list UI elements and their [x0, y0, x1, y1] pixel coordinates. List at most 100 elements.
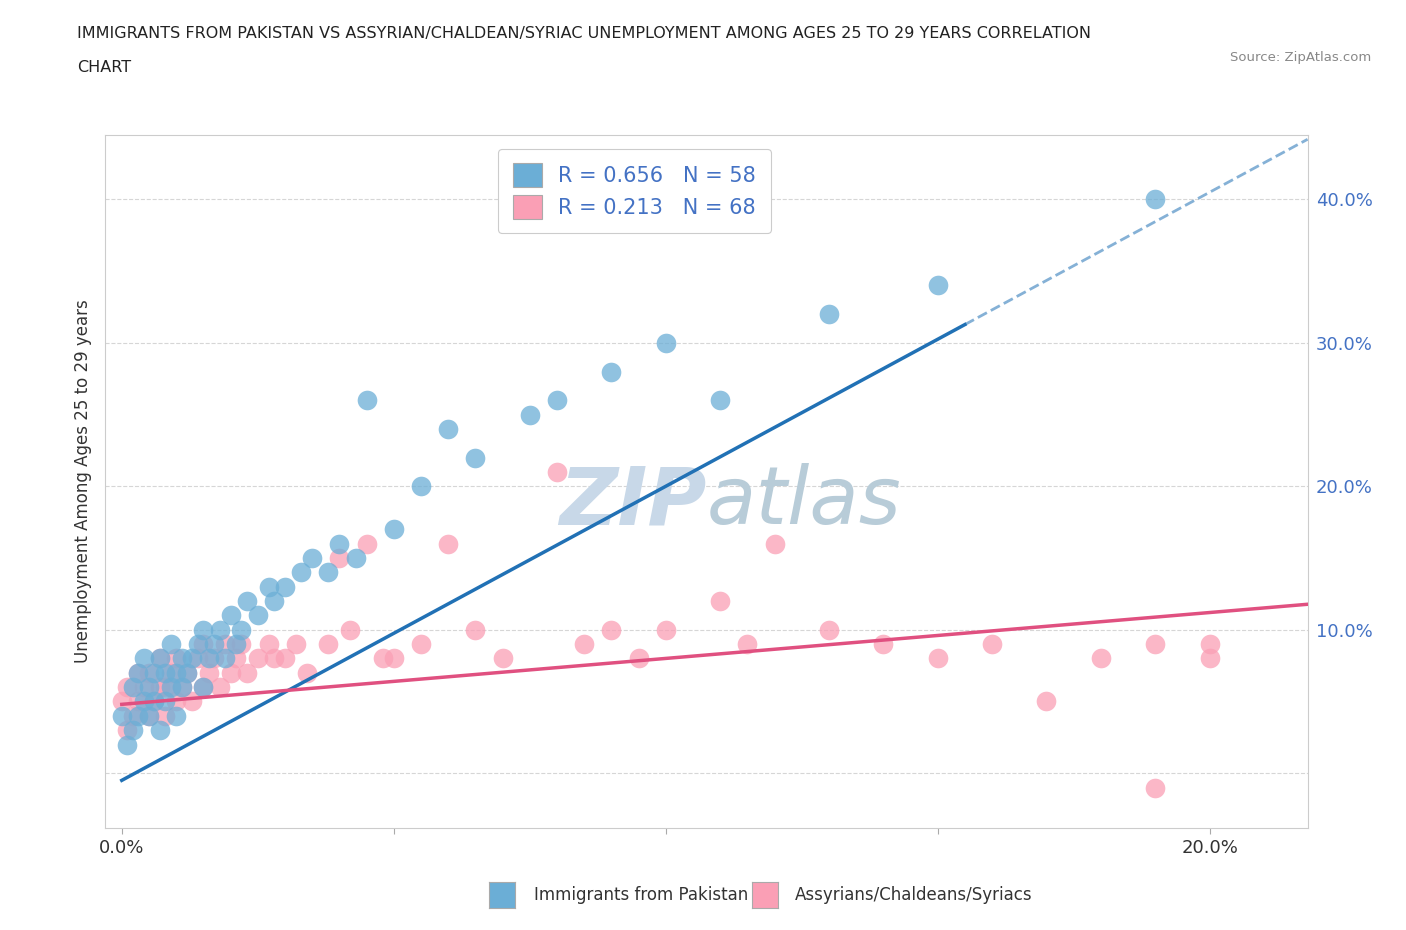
- Point: [818, 307, 841, 322]
- Point: [654, 336, 676, 351]
- Point: [193, 637, 215, 652]
- Point: [236, 665, 259, 680]
- Point: [290, 565, 312, 579]
- Point: [143, 694, 166, 709]
- Point: [318, 565, 340, 579]
- Point: [1144, 637, 1167, 652]
- Point: [149, 651, 172, 666]
- Point: [149, 680, 172, 695]
- Point: [170, 680, 193, 695]
- Point: [115, 723, 138, 737]
- Point: [176, 665, 198, 680]
- Point: [121, 723, 143, 737]
- Point: [600, 365, 623, 379]
- Point: [263, 651, 285, 666]
- Text: Source: ZipAtlas.com: Source: ZipAtlas.com: [1230, 51, 1371, 64]
- Point: [138, 709, 160, 724]
- Point: [143, 665, 166, 680]
- Point: [236, 593, 259, 608]
- Point: [263, 593, 285, 608]
- Point: [165, 709, 187, 724]
- Point: [301, 551, 323, 565]
- Point: [149, 723, 172, 737]
- Point: [737, 637, 759, 652]
- Point: [257, 579, 280, 594]
- Point: [572, 637, 595, 652]
- Point: [382, 651, 405, 666]
- Point: [165, 694, 187, 709]
- Point: [219, 608, 242, 623]
- Point: [274, 651, 297, 666]
- Point: [627, 651, 650, 666]
- Point: [318, 637, 340, 652]
- Point: [132, 694, 155, 709]
- Point: [546, 464, 568, 479]
- Point: [382, 522, 405, 537]
- Point: [1198, 651, 1220, 666]
- Point: [546, 392, 568, 407]
- Point: [818, 622, 841, 637]
- Point: [214, 651, 236, 666]
- Point: [111, 694, 134, 709]
- Point: [121, 709, 143, 724]
- Point: [165, 665, 187, 680]
- Point: [344, 551, 367, 565]
- Point: [356, 392, 378, 407]
- Point: [709, 593, 731, 608]
- Point: [143, 694, 166, 709]
- Point: [437, 421, 460, 436]
- Point: [1144, 192, 1167, 206]
- Point: [127, 709, 149, 724]
- Text: IMMIGRANTS FROM PAKISTAN VS ASSYRIAN/CHALDEAN/SYRIAC UNEMPLOYMENT AMONG AGES 25 : IMMIGRANTS FROM PAKISTAN VS ASSYRIAN/CHA…: [77, 26, 1091, 41]
- Point: [149, 651, 172, 666]
- Point: [371, 651, 394, 666]
- Point: [1035, 694, 1057, 709]
- Point: [214, 637, 236, 652]
- Point: [927, 651, 949, 666]
- Point: [464, 450, 486, 465]
- Point: [115, 737, 138, 752]
- Point: [181, 694, 204, 709]
- Point: [328, 537, 350, 551]
- Point: [127, 665, 149, 680]
- Point: [138, 709, 160, 724]
- Point: [159, 680, 181, 695]
- Point: [193, 622, 215, 637]
- Point: [654, 622, 676, 637]
- Point: [231, 637, 253, 652]
- Point: [115, 680, 138, 695]
- Text: ZIP: ZIP: [560, 463, 707, 541]
- Y-axis label: Unemployment Among Ages 25 to 29 years: Unemployment Among Ages 25 to 29 years: [75, 299, 93, 663]
- Point: [409, 479, 432, 494]
- Point: [187, 651, 209, 666]
- Text: Assyrians/Chaldeans/Syriacs: Assyrians/Chaldeans/Syriacs: [794, 885, 1032, 904]
- Point: [155, 709, 177, 724]
- Point: [246, 651, 269, 666]
- Point: [284, 637, 307, 652]
- Point: [225, 651, 247, 666]
- Point: [176, 665, 198, 680]
- Point: [198, 665, 221, 680]
- Point: [155, 680, 177, 695]
- Point: [165, 651, 187, 666]
- Point: [198, 651, 221, 666]
- Point: [225, 637, 247, 652]
- Point: [202, 651, 225, 666]
- Point: [111, 709, 134, 724]
- Legend: R = 0.656   N = 58, R = 0.213   N = 68: R = 0.656 N = 58, R = 0.213 N = 68: [498, 149, 770, 233]
- Text: Immigrants from Pakistan: Immigrants from Pakistan: [534, 885, 748, 904]
- Point: [138, 665, 160, 680]
- Point: [193, 680, 215, 695]
- Point: [208, 680, 231, 695]
- Point: [1144, 780, 1167, 795]
- Point: [121, 680, 143, 695]
- Text: atlas: atlas: [707, 463, 901, 541]
- Point: [927, 278, 949, 293]
- Point: [181, 651, 204, 666]
- Point: [491, 651, 513, 666]
- Point: [295, 665, 318, 680]
- Point: [127, 665, 149, 680]
- Point: [202, 637, 225, 652]
- Point: [1090, 651, 1112, 666]
- Point: [170, 651, 193, 666]
